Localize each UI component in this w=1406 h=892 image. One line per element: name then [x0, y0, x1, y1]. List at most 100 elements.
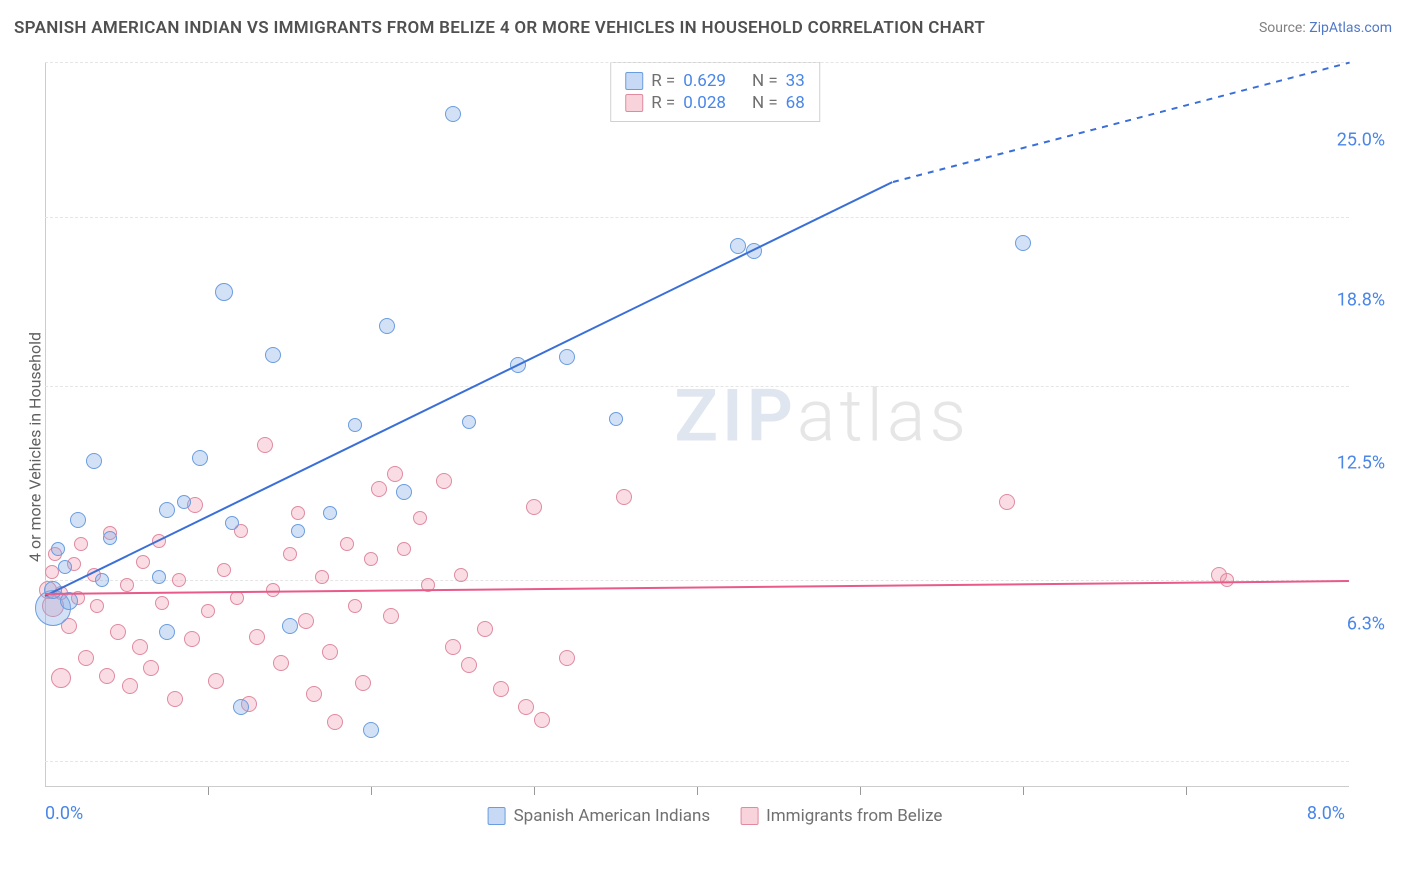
data-point: [387, 466, 403, 482]
data-point: [413, 511, 427, 525]
data-point: [355, 675, 371, 691]
data-point: [340, 537, 354, 551]
data-point: [616, 489, 632, 505]
data-point: [273, 655, 289, 671]
data-point: [74, 537, 88, 551]
data-point: [609, 412, 623, 426]
data-point: [167, 691, 183, 707]
data-point: [291, 506, 305, 520]
legend-row: R =0.629N =33: [625, 71, 805, 91]
y-axis: [45, 62, 46, 787]
data-point: [103, 531, 117, 545]
gridline: [45, 761, 1349, 762]
legend-swatch: [625, 94, 643, 112]
data-point: [120, 578, 134, 592]
data-point: [217, 563, 231, 577]
data-point: [436, 473, 452, 489]
data-point: [86, 453, 102, 469]
data-point: [379, 318, 395, 334]
data-point: [58, 560, 72, 574]
data-point: [559, 650, 575, 666]
data-point: [249, 629, 265, 645]
x-axis-min-label: 0.0%: [45, 803, 83, 824]
data-point: [136, 555, 150, 569]
data-point: [45, 565, 59, 579]
gridline: [45, 62, 1349, 63]
data-point: [78, 650, 94, 666]
y-tick-label: 25.0%: [1337, 129, 1385, 150]
data-point: [397, 542, 411, 556]
data-point: [559, 349, 575, 365]
x-tick: [697, 787, 698, 795]
legend-swatch: [740, 807, 758, 825]
data-point: [159, 502, 175, 518]
data-point: [177, 495, 191, 509]
trendline-pink: [45, 580, 1349, 595]
x-tick: [371, 787, 372, 795]
data-point: [518, 699, 534, 715]
data-point: [152, 570, 166, 584]
gridline: [45, 217, 1349, 218]
legend-series: Spanish American IndiansImmigrants from …: [488, 806, 943, 826]
data-point: [70, 512, 86, 528]
x-tick: [208, 787, 209, 795]
legend-swatch: [625, 72, 643, 90]
data-point: [730, 238, 746, 254]
data-point: [371, 481, 387, 497]
data-point: [208, 673, 224, 689]
y-tick-label: 18.8%: [1337, 290, 1385, 311]
data-point: [159, 624, 175, 640]
data-point: [298, 613, 314, 629]
data-point: [445, 639, 461, 655]
data-point: [526, 499, 542, 515]
x-tick: [534, 787, 535, 795]
data-point: [315, 570, 329, 584]
data-point: [110, 624, 126, 640]
data-point: [291, 524, 305, 538]
data-point: [363, 722, 379, 738]
legend-correlation: R =0.629N =33R =0.028N =68: [610, 62, 820, 122]
data-point: [201, 604, 215, 618]
data-point: [257, 437, 273, 453]
legend-swatch: [488, 807, 506, 825]
data-point: [454, 568, 468, 582]
trendline-blue: [45, 181, 893, 597]
data-point: [323, 506, 337, 520]
source-link[interactable]: ZipAtlas.com: [1309, 20, 1392, 36]
gridline: [45, 386, 1349, 387]
x-axis-max-label: 8.0%: [1307, 803, 1345, 824]
data-point: [192, 450, 208, 466]
data-point: [122, 678, 138, 694]
data-point: [348, 418, 362, 432]
chart-container: SPANISH AMERICAN INDIAN VS IMMIGRANTS FR…: [0, 0, 1406, 892]
data-point: [172, 573, 186, 587]
data-point: [265, 347, 281, 363]
data-point: [461, 657, 477, 673]
trendline-blue-dashed: [892, 62, 1349, 183]
y-axis-label: 4 or more Vehicles in Household: [26, 332, 45, 562]
data-point: [348, 599, 362, 613]
gridline: [45, 580, 1349, 581]
data-point: [132, 639, 148, 655]
data-point: [306, 686, 322, 702]
data-point: [99, 668, 115, 684]
data-point: [364, 552, 378, 566]
data-point: [327, 714, 343, 730]
data-point: [1015, 235, 1031, 251]
data-point: [95, 573, 109, 587]
data-point: [51, 668, 71, 688]
data-point: [322, 644, 338, 660]
data-point: [155, 596, 169, 610]
data-point: [283, 547, 297, 561]
legend-item: Spanish American Indians: [488, 806, 711, 826]
data-point: [396, 484, 412, 500]
x-tick: [1186, 787, 1187, 795]
x-tick: [1023, 787, 1024, 795]
chart-title: SPANISH AMERICAN INDIAN VS IMMIGRANTS FR…: [14, 18, 985, 38]
data-point: [51, 542, 65, 556]
data-point: [215, 283, 233, 301]
data-point: [445, 106, 461, 122]
header: SPANISH AMERICAN INDIAN VS IMMIGRANTS FR…: [14, 18, 1392, 38]
source-attribution: Source: ZipAtlas.com: [1259, 20, 1392, 36]
data-point: [462, 415, 476, 429]
